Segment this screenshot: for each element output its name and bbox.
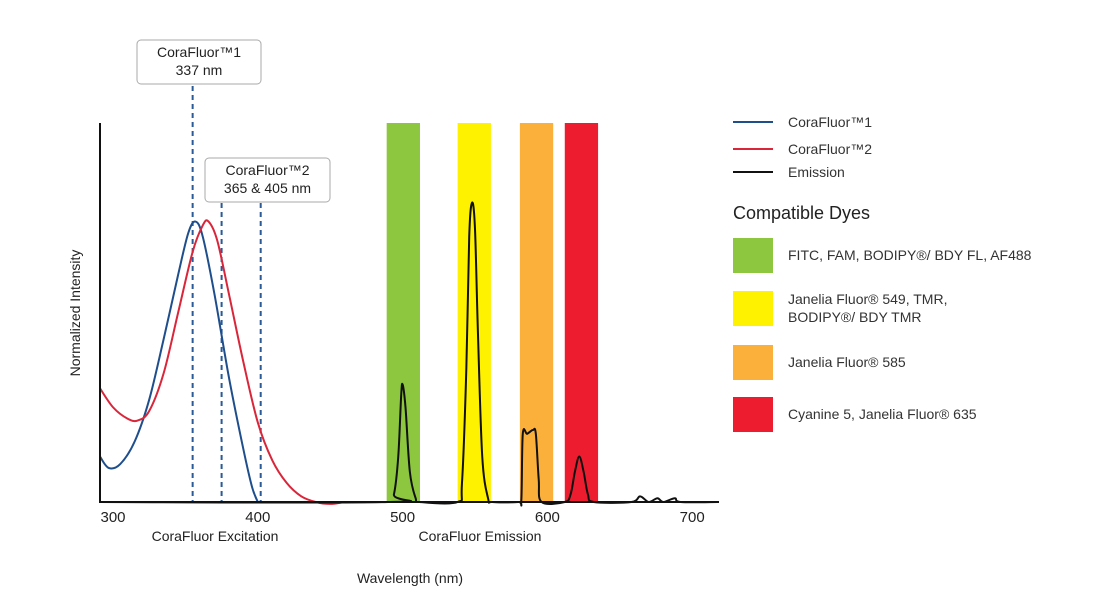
- dye-band-3: [564, 123, 599, 502]
- annotation-text: CoraFluor™1: [157, 44, 241, 60]
- x-tick-label: 700: [680, 509, 705, 526]
- dye-legend: FITC, FAM, BODIPY®/ BDY FL, AF488 Janelia…: [733, 238, 1032, 432]
- x-tick-labels: 300 400 500 600 700: [100, 509, 704, 526]
- x-axis-label: Wavelength (nm): [357, 570, 463, 586]
- annotation-box-0: [136, 39, 262, 85]
- dye-swatch-0: [733, 238, 773, 273]
- x-tick-label: 500: [390, 509, 415, 526]
- legend-label: CoraFluor™2: [788, 141, 872, 157]
- dye-band-0: [386, 123, 420, 502]
- legend-label: Emission: [788, 164, 845, 180]
- wavelength-markers: [191, 86, 262, 502]
- dye-legend-title: Compatible Dyes: [733, 203, 870, 223]
- y-axis-label: Normalized Intensity: [67, 250, 83, 377]
- annotation-text: 337 nm: [176, 62, 223, 78]
- annotation-text: 365 & 405 nm: [224, 180, 311, 196]
- section-label-excitation: CoraFluor Excitation: [152, 528, 279, 544]
- dye-swatch-1: [733, 291, 773, 326]
- legend: CoraFluor™1 CoraFluor™2 Emission: [733, 114, 872, 180]
- annotation-box-1: [204, 157, 331, 203]
- x-tick-label: 400: [245, 509, 270, 526]
- dye-label: BODIPY®/ BDY TMR: [788, 309, 922, 325]
- dye-swatch-2: [733, 345, 773, 380]
- dye-label: Cyanine 5, Janelia Fluor® 635: [788, 406, 977, 422]
- dye-swatch-3: [733, 397, 773, 432]
- section-label-emission: CoraFluor Emission: [419, 528, 542, 544]
- dye-label: FITC, FAM, BODIPY®/ BDY FL, AF488: [788, 247, 1032, 263]
- legend-label: CoraFluor™1: [788, 114, 872, 130]
- annotation-text: CoraFluor™2: [225, 162, 309, 178]
- series-line-1: [99, 219, 345, 505]
- annotations: CoraFluor™1 337 nm CoraFluor™2 365 & 405 nm: [136, 39, 331, 203]
- dye-band-1: [457, 123, 491, 502]
- dye-bands: [386, 123, 599, 502]
- series-line-0: [99, 220, 259, 503]
- dye-label: Janelia Fluor® 585: [788, 354, 906, 370]
- x-tick-label: 600: [535, 509, 560, 526]
- x-tick-label: 300: [100, 509, 125, 526]
- dye-label: Janelia Fluor® 549, TMR,: [788, 291, 947, 307]
